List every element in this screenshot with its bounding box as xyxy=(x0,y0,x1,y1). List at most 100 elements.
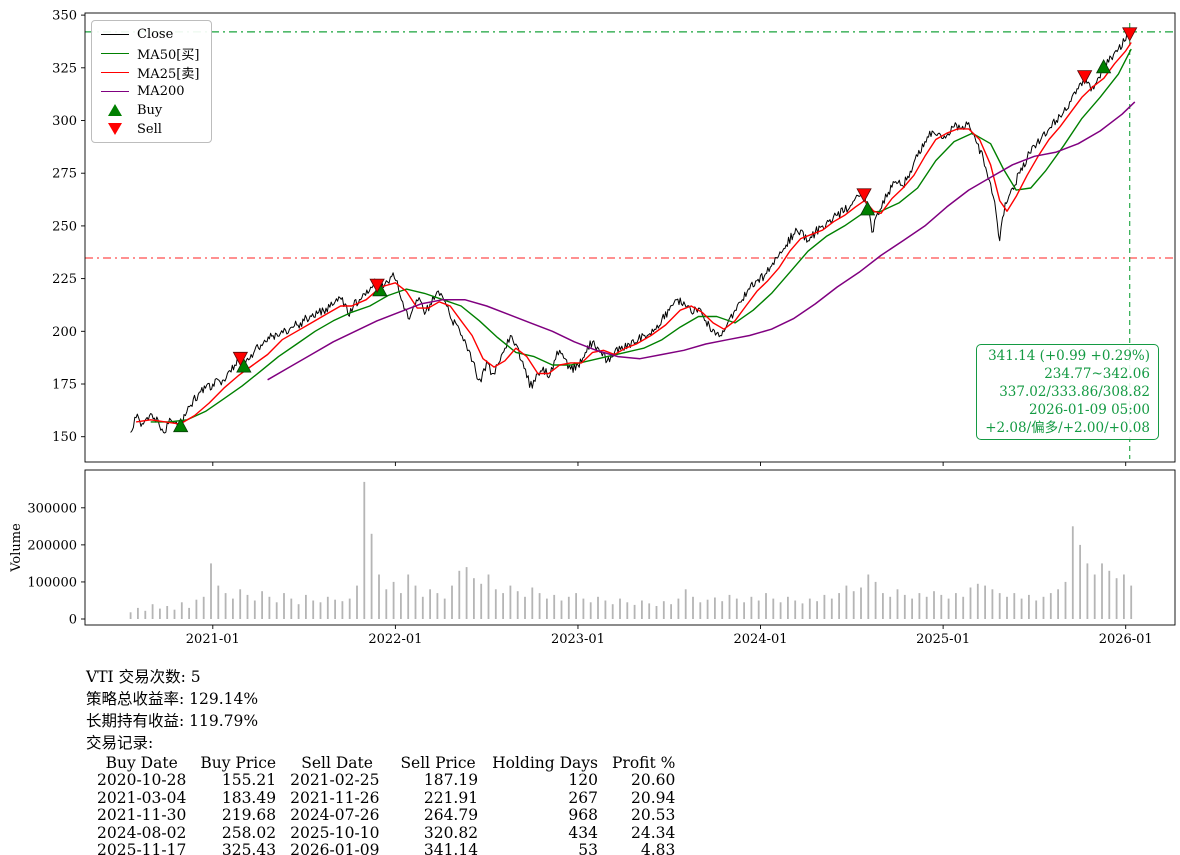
volume-bar xyxy=(962,596,965,619)
legend-label: MA200 xyxy=(137,83,185,99)
volume-bar xyxy=(268,596,271,619)
volume-bar xyxy=(275,602,278,619)
volume-bar xyxy=(597,596,599,619)
volume-bar xyxy=(984,585,986,619)
volume-bar xyxy=(735,598,738,619)
volume-bar xyxy=(290,598,293,619)
volume-bar xyxy=(283,593,285,619)
cell-holding-days: 53 xyxy=(578,841,598,855)
volume-bar xyxy=(502,593,504,619)
col-buy-date: Buy Date xyxy=(105,754,178,772)
volume-bar xyxy=(648,603,651,619)
volume-bar xyxy=(801,603,804,619)
volume-bar xyxy=(232,598,234,619)
buyhold-return-text: 长期持有收益: 119.79% xyxy=(86,712,259,730)
volume-bar xyxy=(575,593,577,619)
volume-bar xyxy=(1035,600,1038,619)
volume-bar xyxy=(874,581,877,619)
volume-bar xyxy=(860,587,862,619)
legend-item-buy: Buy xyxy=(101,103,199,118)
volume-bar xyxy=(998,593,1001,619)
volume-bar xyxy=(955,593,957,619)
volume-bar xyxy=(677,598,680,619)
volume-bar xyxy=(443,598,446,619)
table-row: 2021-11-30 219.68 2024-07-26 264.79 968 … xyxy=(90,806,682,825)
volume-bar xyxy=(728,594,731,619)
volume-bar xyxy=(129,612,132,619)
cell-sell-date: 2026-01-09 xyxy=(290,841,380,855)
cell-profit: 20.60 xyxy=(631,771,676,789)
sell-marker xyxy=(232,351,249,367)
trade-table: Buy Date Buy Price Sell Date Sell Price … xyxy=(90,754,682,855)
sell-triangle-icon xyxy=(101,123,129,135)
volume-bar xyxy=(319,602,322,619)
volume-bar xyxy=(392,581,395,619)
col-buy-price: Buy Price xyxy=(200,754,277,772)
volume-bar xyxy=(706,599,709,619)
legend-item-ma200: MA200 xyxy=(101,83,199,99)
price-volume-chart: 150 175 200 225 250 275 300 325 350 0 100000 200000… xyxy=(9,9,1176,647)
cell-buy-date: 2021-11-30 xyxy=(97,806,187,824)
volume-bar xyxy=(151,604,154,619)
price-tick-label: 175 xyxy=(52,378,77,393)
cell-buy-price: 183.49 xyxy=(221,788,277,807)
x-tick-label: 2022-01 xyxy=(368,632,422,647)
price-tick-label: 225 xyxy=(52,272,77,287)
cell-sell-price: 187.19 xyxy=(423,771,479,789)
volume-bar xyxy=(407,574,410,619)
volume-bar xyxy=(465,567,468,619)
volume-bar xyxy=(1123,574,1125,619)
volume-bar xyxy=(940,594,943,619)
volume-bar xyxy=(721,601,724,619)
volume-bar xyxy=(217,585,220,619)
volume-bar xyxy=(838,593,840,619)
volume-bar xyxy=(144,610,147,619)
table-row: 2021-03-04 183.49 2021-11-26 221.91 267 … xyxy=(90,788,682,808)
quote-annotation-box: 341.14 (+0.99 +0.29%) 234.77~342.06 337.… xyxy=(976,344,1159,440)
volume-bar xyxy=(1108,570,1111,619)
legend-label: MA25[卖] xyxy=(137,66,200,82)
volume-bar xyxy=(1079,544,1081,619)
volume-tick-label: 300000 xyxy=(27,501,77,516)
volume-tick-label: 200000 xyxy=(27,538,77,553)
volume-bar xyxy=(918,593,921,619)
trade-log-title: 交易记录: xyxy=(86,734,154,752)
volume-bar xyxy=(1071,526,1074,619)
volume-bar xyxy=(604,600,607,619)
price-tick-label: 200 xyxy=(52,325,77,340)
volume-bar xyxy=(166,606,169,619)
buy-triangle-icon xyxy=(101,104,129,116)
sell-marker xyxy=(1076,70,1093,85)
volume-bar xyxy=(889,596,892,619)
trade-count-text: VTI 交易次数: 5 xyxy=(86,668,201,686)
series-line-ma200 xyxy=(267,101,1136,381)
volume-bar xyxy=(253,600,256,619)
volume-bar xyxy=(852,591,855,619)
volume-bar xyxy=(202,596,205,619)
volume-bar xyxy=(882,593,884,619)
volume-bar xyxy=(750,596,753,619)
volume-bar xyxy=(370,533,373,619)
volume-bar xyxy=(261,591,263,619)
sell-marker xyxy=(1122,27,1138,42)
price-tick-label: 275 xyxy=(52,167,77,182)
cell-sell-date: 2025-10-10 xyxy=(290,823,380,842)
volume-axis-label: Volume xyxy=(9,523,24,573)
volume-bar xyxy=(1115,578,1118,619)
volume-bar xyxy=(670,604,672,619)
volume-bar xyxy=(458,570,461,619)
volume-bar xyxy=(305,594,307,619)
volume-bar xyxy=(896,589,899,619)
volume-bar xyxy=(947,598,950,619)
volume-bar xyxy=(560,600,563,619)
volume-bar xyxy=(794,600,797,619)
ma50-line-icon xyxy=(101,52,129,54)
cell-buy-date: 2021-03-04 xyxy=(97,788,187,807)
volume-bar xyxy=(823,594,826,619)
volume-bar xyxy=(1093,574,1096,619)
volume-bar xyxy=(903,594,906,619)
volume-bar xyxy=(845,585,848,619)
volume-bar xyxy=(180,602,183,619)
volume-bar xyxy=(692,596,694,619)
